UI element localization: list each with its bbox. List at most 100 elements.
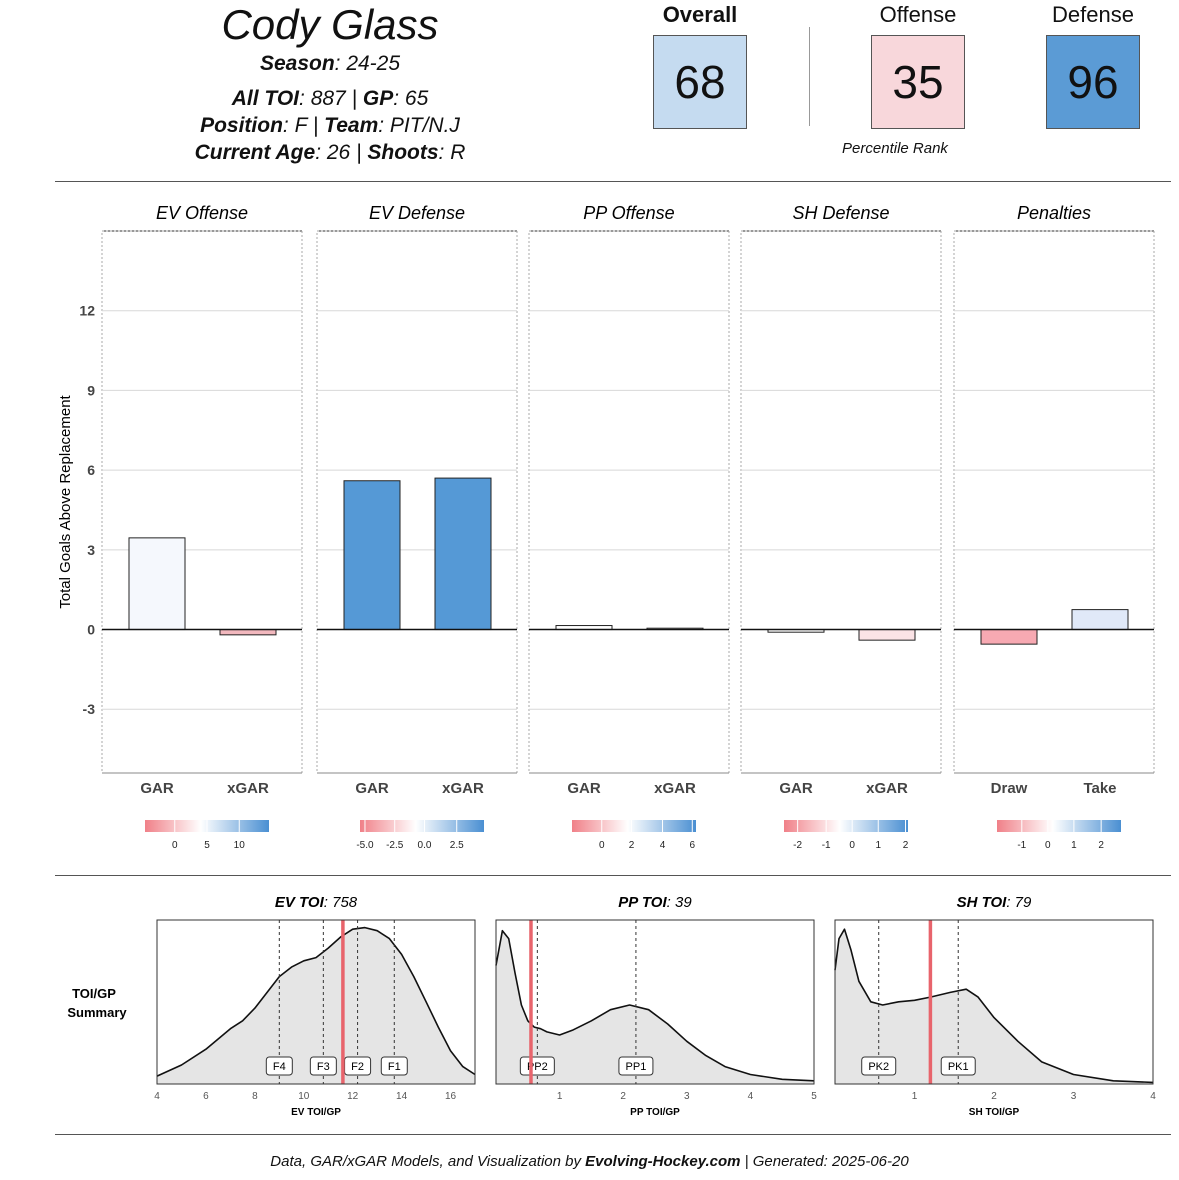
row-label-2: Summary	[67, 1005, 127, 1020]
toi-title-label: SH TOI	[957, 894, 1008, 911]
x-tick-label: Take	[1083, 780, 1116, 797]
bar-xgar	[434, 477, 492, 631]
line-marker-badge	[861, 1056, 897, 1076]
gp-label: GP	[362, 87, 394, 110]
panel-frame	[101, 230, 303, 774]
legend-tick-label: -5.0	[356, 840, 374, 851]
density-area	[496, 930, 814, 1084]
y-tick-label: 6	[87, 462, 95, 478]
x-tick-label: xGAR	[654, 780, 696, 797]
defense-score-box: 96	[1046, 35, 1140, 129]
y-tick-label: 3	[87, 542, 95, 558]
bar-draw	[980, 629, 1038, 645]
x-tick-label: 16	[445, 1091, 457, 1102]
shoots-value: : R	[438, 141, 466, 164]
divider-top	[55, 181, 1171, 182]
panel-frame	[528, 230, 730, 774]
toi-title-label: EV TOI	[275, 894, 325, 911]
position-line: Position: F | Team: PIT/N.J	[130, 112, 530, 140]
line-marker-badge	[618, 1056, 654, 1076]
divider-middle	[55, 875, 1171, 876]
x-tick-label: 12	[347, 1091, 359, 1102]
legend-tick-label: 10	[234, 840, 246, 851]
x-tick-label: xGAR	[442, 780, 484, 797]
legend-tick-label: 0	[599, 840, 605, 851]
y-tick-label: 9	[87, 382, 95, 398]
player-name: Cody Glass	[221, 1, 439, 48]
toi-title-value: : 758	[324, 894, 358, 911]
line-marker-label: PK1	[948, 1061, 969, 1073]
toi-line: All TOI: 887 | GP: 65	[130, 85, 530, 113]
color-legend-bar	[784, 820, 908, 832]
shoots-label: Shoots	[367, 141, 439, 164]
divider-bottom	[55, 1134, 1171, 1135]
x-tick-label: GAR	[567, 780, 601, 797]
bar-xgar	[219, 629, 277, 636]
x-tick-label: xGAR	[227, 780, 269, 797]
x-tick-label: 3	[1071, 1091, 1077, 1102]
x-tick-label: 4	[1150, 1091, 1156, 1102]
line-marker-badge	[519, 1056, 555, 1076]
legend-tick-label: 1	[1071, 840, 1077, 851]
x-tick-label: 1	[912, 1091, 918, 1102]
x-tick-label: 1	[557, 1091, 563, 1102]
legend-tick-label: 0	[849, 840, 855, 851]
footer-site[interactable]: Evolving-Hockey.com	[585, 1153, 741, 1170]
bar-gar	[343, 480, 401, 631]
line-marker-label: F3	[317, 1061, 330, 1073]
line-marker-badge	[940, 1056, 976, 1076]
y-axis-title: Total Goals Above Replacement	[57, 394, 74, 608]
toi-panel-title: SH TOI: 79	[957, 894, 1032, 911]
score-divider	[809, 27, 810, 126]
percentile-caption: Percentile Rank	[842, 140, 948, 157]
line-marker-label: F2	[351, 1061, 364, 1073]
season-label: Season	[259, 52, 335, 75]
line-marker-badge	[265, 1056, 293, 1076]
gar-panel: EV Offense GAR xGAR 0 5 10	[101, 203, 303, 851]
legend-tick-label: -2	[793, 840, 802, 851]
legend-tick-label: 6	[689, 840, 695, 851]
x-tick-label: 5	[811, 1091, 817, 1102]
toi-panel-title: PP TOI: 39	[618, 894, 692, 911]
bar-gar	[128, 537, 186, 631]
legend-tick-label: 0	[172, 840, 178, 851]
legend-tick-label: 0	[1045, 840, 1051, 851]
toi-panel-frame	[156, 919, 476, 1085]
panel-title: EV Defense	[369, 203, 465, 223]
x-tick-label: 4	[154, 1091, 160, 1102]
season-line: Season: 24-25	[130, 50, 530, 78]
gar-chart: Total Goals Above Replacement-3036912EV …	[57, 203, 1155, 851]
line-marker-label: F4	[273, 1061, 286, 1073]
line-marker-label: PP1	[626, 1061, 647, 1073]
panel-title: SH Defense	[792, 203, 889, 223]
x-axis-title: SH TOI/GP	[969, 1107, 1020, 1118]
line-marker-label: PK2	[868, 1061, 889, 1073]
footer-text-1: Data, GAR/xGAR Models, and Visualization…	[270, 1153, 586, 1170]
y-tick-label: 12	[79, 303, 95, 319]
toi-panel-frame	[834, 919, 1154, 1085]
legend-tick-label: 2.5	[450, 840, 464, 851]
legend-tick-label: 2	[903, 840, 909, 851]
line-marker-badge	[309, 1056, 337, 1076]
legend-tick-label: -1	[1017, 840, 1026, 851]
y-tick-label: 0	[87, 622, 95, 638]
gar-panel: Penalties Draw Take -1 0 1 2	[953, 203, 1155, 851]
x-tick-label: 4	[748, 1091, 754, 1102]
age-label: Current Age	[194, 141, 316, 164]
row-label-1: TOI/GP	[72, 986, 116, 1001]
overall-label: Overall	[662, 2, 738, 27]
x-tick-label: 14	[396, 1091, 408, 1102]
footer-text-2: | Generated: 2025-06-20	[740, 1153, 909, 1170]
color-legend-bar	[360, 820, 484, 832]
legend-tick-label: 0.0	[418, 840, 432, 851]
x-tick-label: 6	[203, 1091, 209, 1102]
toi-title-label: PP TOI	[618, 894, 667, 911]
position-value: : F |	[282, 114, 325, 137]
legend-tick-label: 1	[875, 840, 881, 851]
x-tick-label: 2	[620, 1091, 626, 1102]
x-tick-label: xGAR	[866, 780, 908, 797]
toi-panel: SH TOI: 79 PK2 PK1 1 2 3 4 SH TOI/GP	[834, 894, 1156, 1118]
team-value: : PIT/N.J	[378, 114, 460, 137]
age-line: Current Age: 26 | Shoots: R	[130, 139, 530, 167]
panel-frame	[740, 230, 942, 774]
